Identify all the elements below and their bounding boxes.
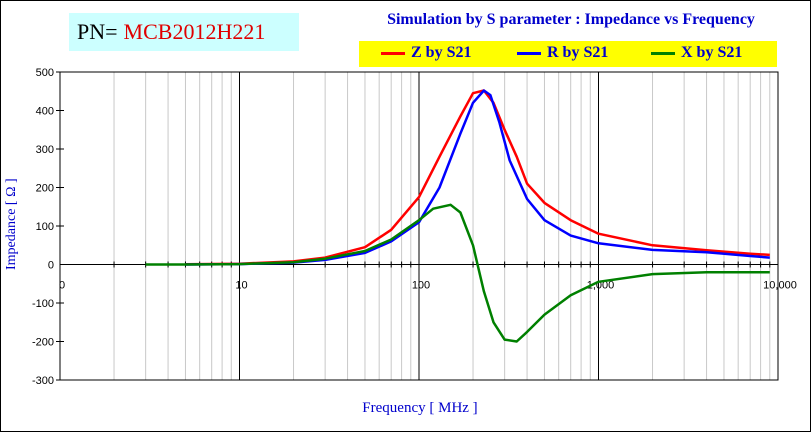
x-axis-label: Frequency [ MHz ] <box>362 400 478 416</box>
y-tick-label: -200 <box>32 337 54 349</box>
x-tick-label: 100 <box>412 280 430 292</box>
x-tick-label: 1,000 <box>587 280 615 292</box>
y-tick-label: 500 <box>36 67 54 79</box>
x-tick-label: 0 <box>59 280 65 292</box>
y-tick-label: -100 <box>32 298 54 310</box>
y-axis-label: Impedance [ Ω ] <box>4 178 19 270</box>
legend-item-r: R by S21 <box>517 44 608 62</box>
y-tick-label: -300 <box>32 375 54 387</box>
legend-label-x: X by S21 <box>681 44 743 61</box>
legend-swatch-z <box>381 51 405 55</box>
legend-label-z: Z by S21 <box>411 44 472 61</box>
legend-swatch-x <box>651 51 675 55</box>
y-tick-label: 400 <box>36 106 54 118</box>
x-tick-label: 10 <box>235 280 247 292</box>
series-line-2 <box>145 203 770 343</box>
legend-label-r: R by S21 <box>547 44 609 61</box>
part-number-box: PN= MCB2012H221 <box>69 13 299 51</box>
y-tick-label: 300 <box>36 144 54 156</box>
part-number-label: PN= <box>77 19 118 44</box>
y-tick-label: 200 <box>36 183 54 195</box>
x-tick-label: 10,000 <box>763 280 797 292</box>
plot-border <box>59 71 779 381</box>
series-line-0 <box>185 89 770 266</box>
series-line-1 <box>185 89 770 266</box>
y-tick-label: 0 <box>48 260 54 272</box>
legend-item-z: Z by S21 <box>381 44 471 62</box>
legend: Z by S21 R by S21 X by S21 <box>359 41 777 67</box>
legend-swatch-r <box>517 51 541 55</box>
y-tick-label: 100 <box>36 221 54 233</box>
legend-item-x: X by S21 <box>651 44 742 62</box>
chart-title: Simulation by S parameter : Impedance vs… <box>387 11 755 28</box>
part-number-value: MCB2012H221 <box>123 19 266 44</box>
